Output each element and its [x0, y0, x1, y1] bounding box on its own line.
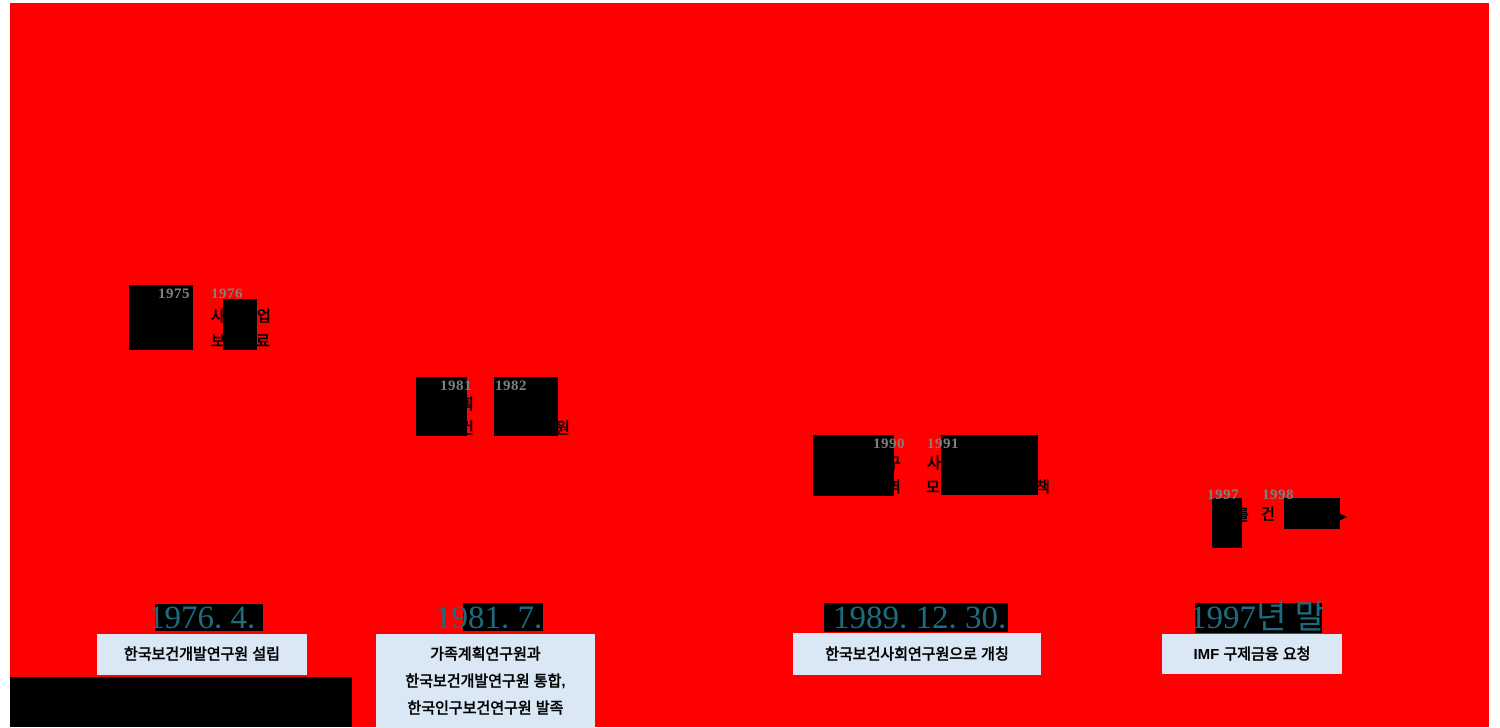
milestone-callout: 한국보건개발연구원 설립: [97, 634, 307, 675]
date-highlight: [824, 603, 1008, 632]
milestone-callout: 가족계획연구원과 한국보건개발연구원 통합, 한국인구보건연구원 발족: [376, 634, 595, 728]
redaction-box: [941, 435, 1038, 495]
year-label: 1981: [440, 378, 472, 394]
milestone-date: 1997년 말: [1190, 600, 1325, 636]
milestone-date: 1989. 12. 30.: [824, 602, 1008, 635]
redaction-box: [494, 377, 558, 436]
redaction-box: [223, 299, 257, 350]
date-highlight: [463, 603, 543, 631]
year-label: 1982: [495, 378, 527, 394]
redaction-box: [1212, 498, 1242, 548]
timeline-fragment: 책: [1036, 479, 1050, 496]
timeline-fragment: 원: [556, 420, 570, 437]
timeline-fragment: 보: [211, 333, 225, 350]
milestone-date: 1976. 4.: [148, 602, 263, 635]
year-label: 1998: [1262, 487, 1294, 503]
milestone-date: 1981. 7.: [435, 600, 543, 636]
date-highlight: [155, 604, 263, 631]
year-label: 1990: [873, 436, 905, 452]
callout-line: 한국인구보건연구원 발족: [407, 699, 564, 717]
redaction-box: [416, 377, 467, 436]
year-label: 1991: [927, 436, 959, 452]
redaction-box: [1284, 498, 1340, 529]
bottom-redaction-bar: [10, 677, 352, 727]
callout-line: IMF 구제금융 요청: [1193, 645, 1311, 663]
date-highlight: [1195, 603, 1322, 633]
timeline-fragment: 모: [926, 479, 940, 496]
milestone-callout: IMF 구제금융 요청: [1162, 634, 1342, 674]
redaction-box: [129, 285, 193, 350]
timeline-fragment: 업: [257, 308, 271, 325]
milestone-callout: 한국보건사회연구원으로 개칭: [793, 633, 1041, 675]
timeline-fragment: 건: [1261, 506, 1275, 523]
callout-line: 한국보건사회연구원으로 개칭: [825, 645, 1009, 663]
callout-line: 가족계획연구원과: [430, 645, 541, 663]
redaction-box: [813, 435, 894, 496]
timeline-fragment: 사: [211, 308, 225, 325]
year-label: 1975: [158, 286, 190, 302]
callout-line: 한국보건개발연구원 통합,: [405, 672, 566, 690]
timeline-fragment: 사: [927, 455, 941, 472]
timeline-fragment: 료: [256, 333, 270, 350]
year-label: 1976: [211, 286, 243, 302]
callout-line: 한국보건개발연구원 설립: [124, 646, 280, 663]
year-label: 1997: [1207, 487, 1239, 503]
